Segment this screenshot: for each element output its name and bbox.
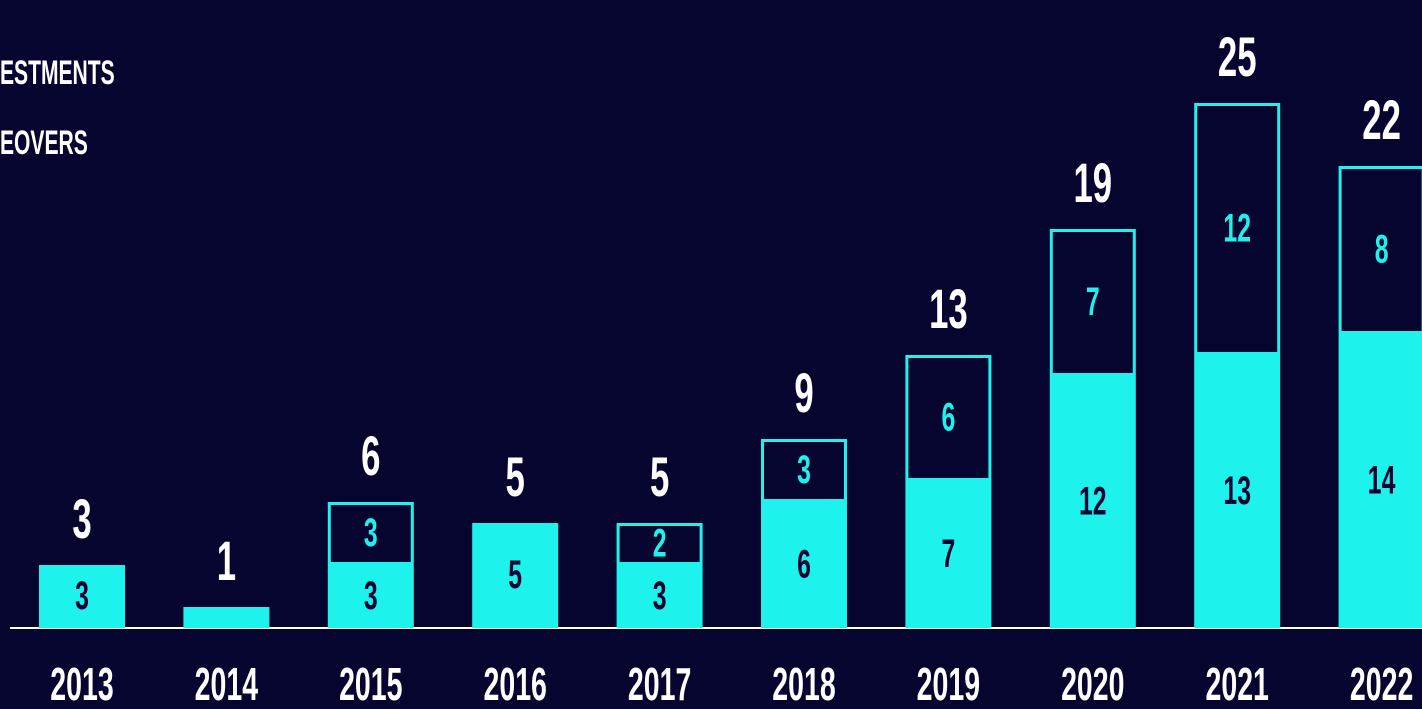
bar-segment — [327, 565, 414, 628]
legend-label: EOVERS — [0, 123, 88, 161]
x-tick-label: 2014 — [195, 659, 259, 709]
x-tick-label: 2021 — [1205, 659, 1268, 709]
bar-segment — [327, 502, 414, 565]
bar-segment — [1338, 166, 1422, 334]
segment-label: 3 — [75, 574, 89, 618]
x-tick-label: 2022 — [1350, 659, 1413, 709]
segment-label: 6 — [942, 396, 956, 440]
bar-segment — [472, 523, 559, 628]
total-label: 19 — [1073, 151, 1112, 214]
segment-label: 7 — [942, 532, 956, 576]
x-tick-label: 2013 — [50, 659, 113, 709]
x-tick-label: 2017 — [628, 659, 691, 709]
bar-segment — [616, 565, 703, 628]
total-label: 5 — [506, 445, 525, 508]
total-label: 13 — [929, 277, 968, 340]
x-tick-label: 2018 — [772, 659, 835, 709]
total-label: 1 — [217, 529, 236, 592]
segment-label: 5 — [508, 553, 522, 597]
total-label: 5 — [650, 445, 669, 508]
bar-segment — [39, 565, 125, 628]
x-tick-label: 2015 — [339, 659, 402, 709]
x-tick-label: 2020 — [1061, 659, 1124, 709]
legend-label: ESTMENTS — [0, 53, 115, 91]
segment-label: 13 — [1223, 469, 1251, 513]
bar-segment — [1194, 103, 1281, 355]
segment-label: 12 — [1223, 207, 1251, 251]
total-label: 25 — [1218, 25, 1257, 88]
total-label: 3 — [72, 487, 91, 550]
segment-label: 3 — [364, 511, 378, 555]
bar-segment — [905, 481, 992, 628]
segment-label: 7 — [1086, 280, 1100, 324]
segment-label: 6 — [797, 543, 811, 587]
segment-label: 3 — [364, 574, 378, 618]
total-label: 6 — [361, 424, 380, 487]
bar-segment — [183, 607, 270, 628]
bar-segment — [761, 502, 847, 628]
bar-segment — [761, 439, 847, 502]
x-tick-label: 2019 — [917, 659, 980, 709]
segment-label: 14 — [1368, 459, 1396, 503]
segment-label: 3 — [653, 574, 667, 618]
segment-label: 2 — [653, 522, 667, 566]
segment-label: 12 — [1079, 480, 1107, 524]
segment-label: 8 — [1375, 228, 1389, 272]
bar-segment — [1194, 355, 1281, 628]
bar-segment — [1049, 229, 1136, 376]
segment-label: 3 — [797, 448, 811, 492]
bar-segment — [1338, 334, 1422, 628]
bar-segment — [1049, 376, 1136, 628]
total-label: 9 — [794, 361, 813, 424]
x-tick-label: 2016 — [483, 659, 546, 709]
bar-segment — [905, 355, 992, 481]
total-label: 22 — [1362, 88, 1401, 151]
bar-segment — [616, 523, 703, 565]
